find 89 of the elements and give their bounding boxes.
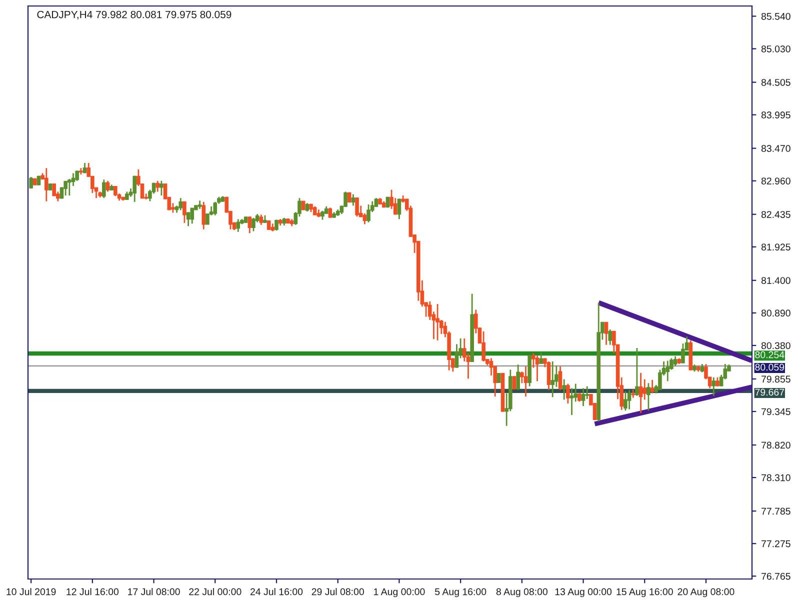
y-tick-label: 77.275	[762, 540, 790, 548]
y-tick-label: 79.855	[762, 376, 790, 383]
x-tick-label: 13 Aug 00:00	[555, 588, 612, 598]
candlestick	[248, 216, 252, 234]
y-tick-label: 78.820	[762, 442, 790, 449]
candlestick	[328, 206, 332, 219]
candlestick	[160, 180, 164, 196]
candlestick	[566, 383, 570, 404]
candlestick	[635, 347, 639, 397]
ref-line-label: 80.254	[755, 351, 784, 358]
candlestick	[581, 388, 586, 407]
candlestick	[681, 342, 685, 364]
candlestick	[604, 322, 608, 346]
y-tick-label: 83.470	[761, 145, 790, 152]
x-tick-label: 17 Jul 08:00	[128, 588, 180, 596]
candlestick	[516, 364, 520, 391]
candlestick	[213, 201, 218, 216]
candlestick	[546, 360, 551, 391]
y-tick-label: 83.995	[761, 112, 790, 118]
x-tick-label: 1 Aug 00:00	[374, 588, 425, 598]
candlestick	[585, 386, 590, 400]
x-tick-label: 15 Aug 16:00	[616, 588, 673, 598]
candlestick	[182, 201, 186, 224]
candlestick	[36, 175, 41, 186]
candlestick	[114, 186, 118, 197]
y-tick-label: 76.765	[762, 572, 790, 580]
candlestick	[482, 330, 486, 362]
candlestick	[132, 175, 137, 203]
y-tick-label: 78.310	[762, 474, 790, 482]
candlestick	[102, 178, 106, 199]
y-tick-label: 81.925	[761, 244, 790, 250]
candlestick	[397, 198, 402, 220]
y-tick-label: 81.400	[761, 277, 790, 284]
candlestick	[64, 180, 68, 196]
candlestick	[558, 366, 562, 391]
y-tick-label: 85.540	[761, 12, 790, 20]
candlestick	[712, 376, 716, 397]
y-tick-label: 82.960	[761, 178, 790, 184]
candlestick	[355, 197, 359, 218]
candlestick	[631, 388, 636, 398]
y-tick-label: 84.505	[761, 78, 790, 86]
y-tick-label: 77.785	[762, 508, 790, 515]
ref-line-label: 80.059	[755, 364, 784, 371]
candlestick	[650, 379, 654, 394]
candlestick	[570, 388, 574, 416]
ref-line-label: 79.667	[755, 388, 784, 396]
candlestick	[627, 389, 632, 410]
candlestick	[259, 214, 264, 226]
candlestick	[666, 360, 670, 382]
y-tick-label: 79.345	[762, 408, 790, 416]
candlestick	[156, 180, 160, 192]
x-tick-label: 5 Aug 16:00	[435, 588, 486, 598]
candlestick	[236, 218, 240, 233]
candlestick	[539, 352, 543, 365]
candlestick	[642, 378, 647, 400]
x-tick-label: 12 Jul 16:00	[66, 588, 119, 596]
candlestick	[436, 303, 440, 342]
candlestick	[673, 356, 678, 368]
y-tick-label: 80.380	[761, 342, 790, 350]
candlestick	[608, 328, 612, 346]
x-tick-label: 29 Jul 08:00	[312, 588, 364, 596]
x-tick-label: 22 Jul 00:00	[189, 588, 242, 596]
candlestick	[178, 197, 183, 211]
candlestick	[638, 372, 643, 414]
chart-title: CADJPY,H4 79.982 80.081 79.975 80.059	[37, 10, 232, 20]
candlestick	[512, 375, 516, 390]
candlestick	[75, 170, 79, 182]
x-tick-label: 10 Jul 2019	[6, 588, 56, 596]
candlestick	[351, 194, 356, 206]
candlestick	[366, 204, 370, 224]
candlestick	[624, 390, 628, 412]
x-tick-label: 20 Aug 08:00	[678, 588, 734, 598]
candlestick	[106, 180, 110, 192]
candlestick	[562, 378, 566, 400]
candlestick	[362, 212, 367, 225]
candlestick	[202, 201, 206, 230]
candlestick	[646, 382, 650, 412]
candlestick	[524, 366, 528, 398]
candlestick	[190, 208, 194, 224]
y-tick-label: 80.890	[761, 310, 790, 317]
x-tick-label: 8 Aug 08:00	[496, 588, 548, 598]
candlestick	[252, 217, 256, 232]
y-tick-label: 85.030	[761, 45, 790, 52]
candlestick	[44, 167, 48, 202]
candlestick	[535, 354, 540, 382]
candlestick	[550, 360, 554, 398]
candlestick	[29, 176, 33, 190]
x-tick-label: 24 Jul 16:00	[250, 588, 303, 596]
y-tick-label: 82.435	[761, 211, 790, 218]
